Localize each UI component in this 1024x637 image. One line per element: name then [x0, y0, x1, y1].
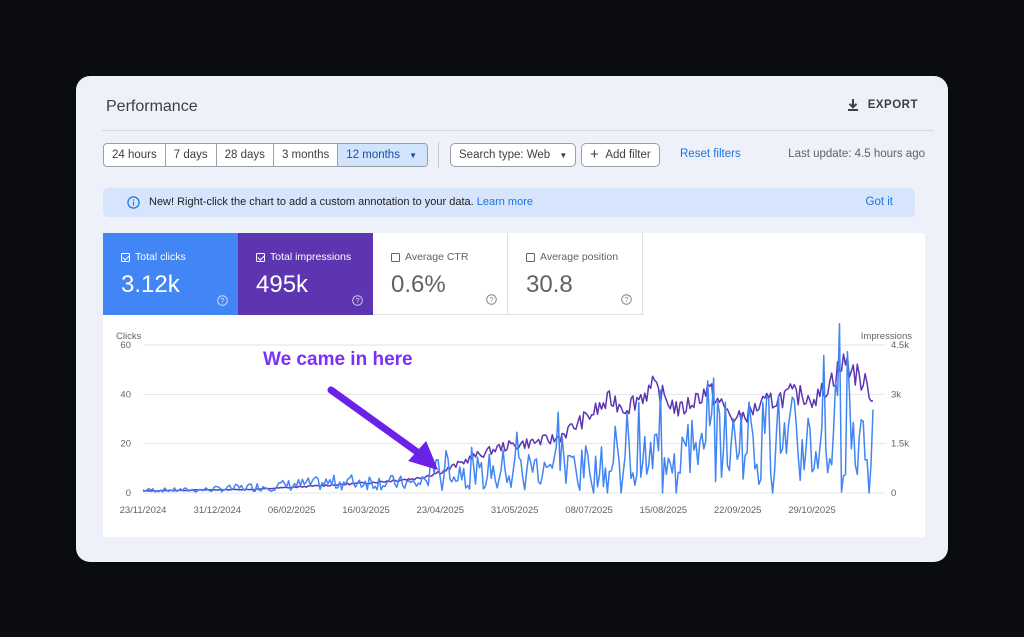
help-icon[interactable]: ?	[217, 295, 228, 306]
metric-average-position[interactable]: Average position 30.8 ?	[508, 233, 643, 315]
range-12-months[interactable]: 12 months ▼	[338, 144, 428, 166]
export-label: EXPORT	[867, 99, 918, 111]
metric-label: Total impressions	[270, 251, 352, 263]
y-left-axis-label: Clicks	[116, 331, 142, 342]
y-left-tick-label: 20	[120, 439, 131, 450]
date-range-selector: 24 hours 7 days 28 days 3 months 12 mont…	[103, 143, 429, 167]
search-type-dropdown[interactable]: Search type: Web ▼	[450, 143, 577, 167]
x-tick-label: 23/04/2025	[417, 505, 465, 516]
checkbox-unchecked-icon[interactable]	[526, 252, 535, 262]
got-it-button[interactable]: Got it	[865, 196, 893, 208]
y-right-tick-label: 1.5k	[891, 439, 909, 450]
help-icon[interactable]: ?	[621, 294, 632, 305]
export-button[interactable]: EXPORT	[846, 98, 918, 112]
metric-value: 495k	[256, 271, 309, 298]
y-left-tick-label: 60	[120, 340, 131, 351]
reset-filters-link[interactable]: Reset filters	[680, 148, 741, 160]
learn-more-link[interactable]: Learn more	[476, 196, 533, 208]
x-tick-label: 08/07/2025	[565, 505, 613, 516]
checkbox-checked-icon[interactable]	[256, 252, 265, 262]
info-banner: New! Right-click the chart to add a cust…	[103, 188, 915, 217]
metric-value: 30.8	[526, 271, 573, 298]
range-3-months[interactable]: 3 months	[274, 144, 339, 166]
annotation-label: We came in here	[263, 349, 413, 370]
banner-text: New! Right-click the chart to add a cust…	[149, 196, 474, 208]
range-7-days[interactable]: 7 days	[166, 144, 217, 166]
y-right-tick-label: 4.5k	[891, 340, 909, 351]
y-left-tick-label: 40	[120, 389, 131, 400]
y-right-tick-label: 0	[891, 488, 896, 499]
x-tick-label: 31/05/2025	[491, 505, 539, 516]
metric-label: Total clicks	[135, 251, 186, 263]
metric-total-impressions[interactable]: Total impressions 495k ?	[238, 233, 373, 315]
performance-chart[interactable]: 0 20 40 60 0 1.5k 3k 4.5k Clicks Impressions 23/11…	[103, 315, 925, 537]
add-filter-label: Add filter	[605, 149, 651, 161]
range-28-days[interactable]: 28 days	[217, 144, 274, 166]
add-filter-button[interactable]: + Add filter	[581, 143, 660, 167]
checkbox-unchecked-icon[interactable]	[391, 252, 400, 262]
x-tick-label: 16/03/2025	[342, 505, 390, 516]
x-tick-label: 31/12/2024	[194, 505, 242, 516]
page-title: Performance	[106, 98, 198, 115]
annotation-arrow-shaft	[327, 386, 428, 461]
clicks-series-line	[142, 323, 874, 494]
metric-average-ctr[interactable]: Average CTR 0.6% ?	[373, 233, 508, 315]
caret-down-icon: ▼	[559, 151, 568, 160]
last-update-text: Last update: 4.5 hours ago	[788, 148, 925, 160]
metric-label: Average CTR	[405, 251, 469, 263]
range-12-months-label: 12 months	[346, 149, 400, 161]
header-divider	[102, 130, 934, 131]
chart-panel: Total clicks 3.12k ? Total impressions 4…	[103, 233, 925, 537]
y-left-tick-label: 0	[126, 488, 131, 499]
banner-message: New! Right-click the chart to add a cust…	[149, 196, 533, 208]
x-tick-label: 23/11/2024	[120, 505, 167, 516]
svg-text:?: ?	[489, 295, 493, 304]
impressions-series-line	[142, 353, 874, 492]
svg-text:?: ?	[355, 296, 359, 305]
caret-down-icon: ▼	[409, 151, 418, 160]
svg-text:?: ?	[220, 296, 224, 305]
help-icon[interactable]: ?	[352, 295, 363, 306]
search-type-label: Search type: Web	[459, 149, 551, 161]
plus-icon: +	[590, 146, 599, 163]
metric-value: 0.6%	[391, 271, 446, 298]
svg-text:?: ?	[624, 295, 628, 304]
y-right-axis-label: Impressions	[861, 331, 912, 342]
metric-total-clicks[interactable]: Total clicks 3.12k ?	[103, 233, 238, 315]
x-tick-label: 06/02/2025	[268, 505, 316, 516]
help-icon[interactable]: ?	[486, 294, 497, 305]
metric-value: 3.12k	[121, 271, 180, 298]
x-tick-label: 15/08/2025	[640, 505, 688, 516]
download-icon	[847, 99, 858, 111]
x-tick-label: 29/10/2025	[788, 505, 836, 516]
filter-divider	[438, 142, 439, 168]
performance-card: Performance EXPORT 24 hours 7 days 28 da…	[76, 76, 948, 562]
info-icon	[127, 196, 140, 209]
x-tick-label: 22/09/2025	[714, 505, 762, 516]
metric-label: Average position	[540, 251, 619, 263]
checkbox-checked-icon[interactable]	[121, 252, 130, 262]
range-24-hours[interactable]: 24 hours	[104, 144, 166, 166]
y-right-tick-label: 3k	[891, 389, 901, 400]
annotation-arrowhead	[408, 441, 439, 470]
